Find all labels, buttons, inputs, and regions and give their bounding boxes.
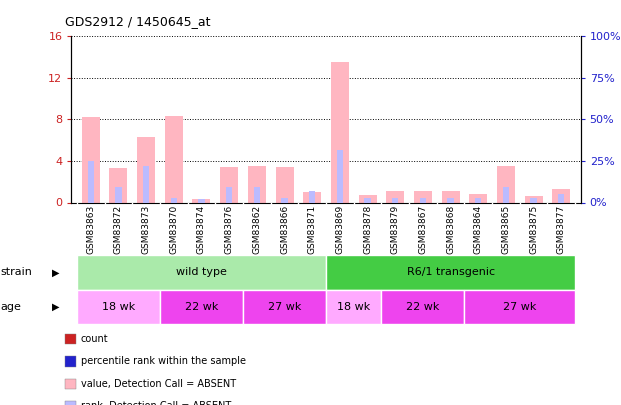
Bar [303, 192, 321, 202]
Bar [331, 62, 349, 202]
Bar [447, 198, 454, 202]
Text: GSM83863: GSM83863 [86, 205, 95, 254]
Bar [465, 290, 575, 324]
Text: 27 wk: 27 wk [503, 302, 537, 312]
Bar [160, 290, 243, 324]
Bar [109, 168, 127, 202]
Text: GSM83871: GSM83871 [307, 205, 317, 254]
Bar [254, 187, 260, 202]
Bar [530, 198, 537, 202]
Bar [337, 150, 343, 202]
Bar [442, 191, 460, 202]
Text: 22 wk: 22 wk [406, 302, 440, 312]
Bar [326, 290, 381, 324]
Text: strain: strain [0, 267, 32, 277]
Text: GSM83866: GSM83866 [280, 205, 289, 254]
Text: count: count [81, 334, 108, 344]
Bar [116, 187, 122, 202]
Bar [165, 116, 183, 202]
Bar [248, 166, 266, 202]
Text: GSM83869: GSM83869 [335, 205, 345, 254]
Bar [326, 255, 575, 290]
Bar [392, 198, 398, 202]
Bar [198, 199, 205, 202]
Bar [171, 198, 177, 202]
Text: GSM83868: GSM83868 [446, 205, 455, 254]
Bar [220, 167, 238, 202]
Text: R6/1 transgenic: R6/1 transgenic [407, 267, 494, 277]
Bar [558, 194, 564, 202]
Bar [77, 255, 326, 290]
Bar [386, 191, 404, 202]
Bar [82, 117, 100, 202]
Text: GSM83873: GSM83873 [142, 205, 151, 254]
Bar [552, 189, 570, 202]
Text: percentile rank within the sample: percentile rank within the sample [81, 356, 246, 366]
Bar [475, 198, 481, 202]
Text: GSM83878: GSM83878 [363, 205, 372, 254]
Bar [525, 196, 543, 202]
Text: GSM83879: GSM83879 [391, 205, 400, 254]
Bar [226, 187, 232, 202]
Text: GSM83864: GSM83864 [474, 205, 483, 254]
Bar [381, 290, 465, 324]
Bar [243, 290, 326, 324]
Text: GSM83870: GSM83870 [170, 205, 178, 254]
Text: wild type: wild type [176, 267, 227, 277]
Bar [309, 191, 315, 202]
Text: GSM83877: GSM83877 [557, 205, 566, 254]
Bar [497, 166, 515, 202]
Text: 18 wk: 18 wk [337, 302, 370, 312]
Bar [77, 290, 160, 324]
Bar [365, 198, 371, 202]
Bar [143, 166, 149, 202]
Text: ▶: ▶ [52, 302, 59, 312]
Bar [281, 198, 288, 202]
Text: GSM83867: GSM83867 [419, 205, 427, 254]
Text: GDS2912 / 1450645_at: GDS2912 / 1450645_at [65, 15, 211, 28]
Text: 18 wk: 18 wk [102, 302, 135, 312]
Text: 27 wk: 27 wk [268, 302, 301, 312]
Text: GSM83865: GSM83865 [501, 205, 510, 254]
Text: ▶: ▶ [52, 267, 59, 277]
Text: GSM83876: GSM83876 [225, 205, 233, 254]
Text: value, Detection Call = ABSENT: value, Detection Call = ABSENT [81, 379, 236, 388]
Text: rank, Detection Call = ABSENT: rank, Detection Call = ABSENT [81, 401, 231, 405]
Text: 22 wk: 22 wk [185, 302, 218, 312]
Bar [88, 161, 94, 202]
Bar [469, 194, 487, 202]
Bar [420, 198, 426, 202]
Bar [193, 199, 211, 202]
Bar [358, 195, 376, 202]
Bar [137, 137, 155, 202]
Text: age: age [0, 302, 21, 312]
Bar [503, 187, 509, 202]
Text: GSM83874: GSM83874 [197, 205, 206, 254]
Text: GSM83875: GSM83875 [529, 205, 538, 254]
Text: GSM83872: GSM83872 [114, 205, 123, 254]
Bar [414, 191, 432, 202]
Text: GSM83862: GSM83862 [252, 205, 261, 254]
Bar [276, 167, 294, 202]
